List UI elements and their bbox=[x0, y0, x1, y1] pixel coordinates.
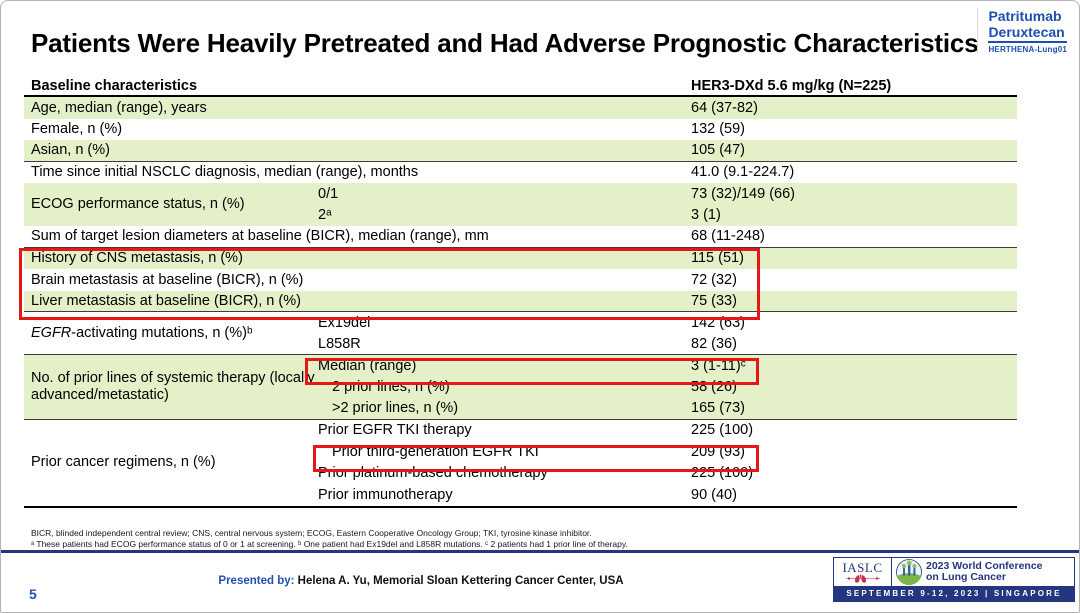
row-label: Female, n (%) bbox=[31, 121, 123, 138]
subrow-label: Prior EGFR TKI therapy bbox=[318, 422, 472, 439]
subrow-value: 3 (1) bbox=[691, 207, 721, 224]
brand-name-line2: Deruxtecan bbox=[988, 24, 1065, 40]
subrow-label: Prior immunotherapy bbox=[318, 486, 453, 503]
group-subrows: Median (range) 3 (1-11)ᶜ 2 prior lines, … bbox=[318, 355, 1017, 419]
table-subrow: Prior EGFR TKI therapy 225 (100) bbox=[318, 420, 1017, 442]
table-subrow: Prior immunotherapy 90 (40) bbox=[318, 484, 1017, 506]
footer-divider bbox=[1, 550, 1079, 553]
page-title: Patients Were Heavily Pretreated and Had… bbox=[31, 28, 979, 58]
table-subrow: 2ᵃ 3 (1) bbox=[318, 205, 1017, 227]
footnote-notes: ᵃ These patients had ECOG performance st… bbox=[31, 538, 628, 549]
table-header-left: Baseline characteristics bbox=[31, 78, 198, 94]
row-label: Sum of target lesion diameters at baseli… bbox=[31, 228, 489, 245]
page-number: 5 bbox=[29, 586, 37, 602]
subrow-label: L858R bbox=[318, 335, 361, 352]
subrow-label: 2ᵃ bbox=[318, 207, 332, 224]
presenter-credit: Presented by: Helena A. Yu, Memorial Slo… bbox=[1, 575, 841, 587]
group-label: EGFR-activating mutations, n (%)ᵇ bbox=[24, 312, 318, 354]
conference-name-line2: on Lung Cancer bbox=[926, 571, 1006, 583]
row-label: Liver metastasis at baseline (BICR), n (… bbox=[31, 292, 301, 309]
conference-logo-block: IASLC 20 bbox=[833, 557, 1075, 602]
row-label: Time since initial NSCLC diagnosis, medi… bbox=[31, 164, 419, 181]
conference-banner: SEPTEMBER 9-12, 2023 | SINGAPORE bbox=[834, 586, 1074, 601]
brand-name: Patritumab Deruxtecan bbox=[988, 8, 1067, 43]
row-value: 115 (51) bbox=[691, 250, 744, 267]
highlight-box-metastasis-rows bbox=[19, 248, 760, 320]
subrow-value: 225 (100) bbox=[691, 422, 754, 439]
iaslc-logo: IASLC bbox=[834, 558, 892, 586]
table-row-cns-metastasis: History of CNS metastasis, n (%) 115 (51… bbox=[24, 247, 1017, 269]
row-value: 64 (37-82) bbox=[691, 99, 758, 116]
table-group-ecog: ECOG performance status, n (%) 0/1 73 (3… bbox=[24, 183, 1017, 226]
subrow-value: 3 (1-11)ᶜ bbox=[691, 357, 746, 374]
table-subrow: >2 prior lines, n (%) 165 (73) bbox=[318, 397, 1017, 418]
gardens-icon bbox=[896, 559, 922, 585]
group-subrows: 0/1 73 (32)/149 (66) 2ᵃ 3 (1) bbox=[318, 183, 1017, 226]
patritumab-deruxtecan-logo: Patritumab Deruxtecan HERTHENA-Lung01 bbox=[977, 8, 1067, 54]
table-group-prior-lines: No. of prior lines of systemic therapy (… bbox=[24, 355, 1017, 420]
row-value: 68 (11-248) bbox=[691, 228, 765, 245]
egfr-italic: EGFR bbox=[31, 324, 72, 341]
row-label: Age, median (range), years bbox=[31, 99, 207, 116]
footnote-abbreviations: BICR, blinded independent central review… bbox=[31, 528, 592, 538]
group-label: ECOG performance status, n (%) bbox=[31, 196, 245, 213]
row-value: 105 (47) bbox=[691, 142, 746, 159]
subrow-value: 73 (32)/149 (66) bbox=[691, 185, 795, 202]
table-subrow: 0/1 73 (32)/149 (66) bbox=[318, 183, 1017, 205]
subrow-label: Median (range) bbox=[318, 357, 417, 374]
conference-logo-top: IASLC 20 bbox=[834, 558, 1074, 586]
lungs-icon bbox=[845, 574, 880, 583]
brand-name-line1: Patritumab bbox=[988, 8, 1062, 24]
table-row-time-since-diagnosis: Time since initial NSCLC diagnosis, medi… bbox=[24, 161, 1017, 183]
conference-name: 2023 World Conference on Lung Cancer bbox=[926, 561, 1043, 583]
subrow-value: 90 (40) bbox=[691, 486, 737, 503]
row-value: 132 (59) bbox=[691, 121, 746, 138]
baseline-characteristics-table: Baseline characteristics HER3-DXd 5.6 mg… bbox=[24, 78, 1017, 508]
conference-name-line1: 2023 World Conference bbox=[926, 560, 1043, 572]
table-subrow-median-range: Median (range) 3 (1-11)ᶜ bbox=[318, 355, 1017, 376]
presented-by-label: Presented by: bbox=[218, 575, 295, 587]
table-header-right: HER3-DXd 5.6 mg/kg (N=225) bbox=[691, 78, 892, 94]
highlight-box-third-gen-tki bbox=[313, 445, 759, 472]
egfr-rest: -activating mutations, n (%)ᵇ bbox=[71, 324, 253, 341]
subrow-value: 165 (73) bbox=[691, 399, 746, 416]
subrow-label: >2 prior lines, n (%) bbox=[332, 399, 459, 416]
row-value: 72 (32) bbox=[691, 271, 737, 288]
row-label: Asian, n (%) bbox=[31, 142, 110, 159]
highlight-box-median-prior-lines bbox=[305, 358, 759, 385]
footnotes: BICR, blinded independent central review… bbox=[31, 528, 1036, 549]
row-value: 41.0 (9.1-224.7) bbox=[691, 164, 795, 181]
study-name: HERTHENA-Lung01 bbox=[988, 45, 1067, 54]
subrow-value: 82 (36) bbox=[691, 335, 737, 352]
table-subrow: L858R 82 (36) bbox=[318, 333, 1017, 354]
iaslc-label: IASLC bbox=[842, 559, 883, 575]
presenter-name: Helena A. Yu, Memorial Sloan Kettering C… bbox=[294, 575, 624, 587]
table-row-target-lesions: Sum of target lesion diameters at baseli… bbox=[24, 226, 1017, 248]
group-label: Prior cancer regimens, n (%) bbox=[31, 454, 216, 471]
row-value: 75 (33) bbox=[691, 292, 737, 309]
table-row-brain-metastasis: Brain metastasis at baseline (BICR), n (… bbox=[24, 269, 1017, 291]
table-row-liver-metastasis: Liver metastasis at baseline (BICR), n (… bbox=[24, 290, 1017, 312]
row-label: Brain metastasis at baseline (BICR), n (… bbox=[31, 271, 304, 288]
row-label: History of CNS metastasis, n (%) bbox=[31, 250, 243, 267]
table-row-age: Age, median (range), years 64 (37-82) bbox=[24, 97, 1017, 119]
group-label: No. of prior lines of systemic therapy (… bbox=[31, 370, 315, 403]
table-row-asian: Asian, n (%) 105 (47) bbox=[24, 140, 1017, 162]
table-row-female: Female, n (%) 132 (59) bbox=[24, 118, 1017, 140]
subrow-label: 0/1 bbox=[318, 185, 339, 202]
table-header-row: Baseline characteristics HER3-DXd 5.6 mg… bbox=[24, 78, 1017, 97]
